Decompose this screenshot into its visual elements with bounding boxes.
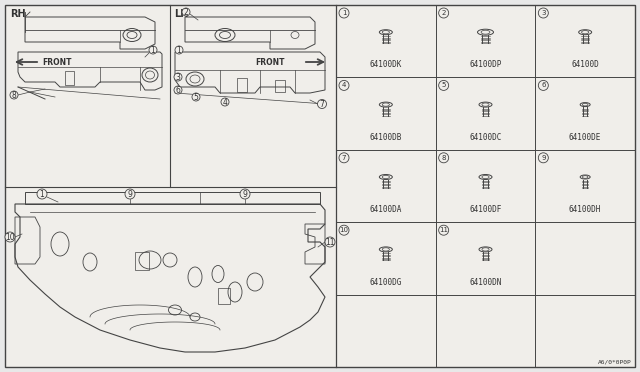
Ellipse shape — [380, 174, 392, 180]
Circle shape — [174, 86, 182, 94]
Ellipse shape — [580, 103, 590, 107]
Text: 6: 6 — [541, 83, 545, 89]
Text: 64100DP: 64100DP — [469, 60, 502, 70]
Text: 64100DF: 64100DF — [469, 205, 502, 214]
Circle shape — [149, 46, 157, 54]
Circle shape — [339, 8, 349, 18]
Bar — [135, 252, 149, 270]
Text: 1: 1 — [177, 45, 181, 55]
Text: 7: 7 — [342, 155, 346, 161]
Bar — [237, 78, 247, 92]
Ellipse shape — [380, 30, 392, 35]
Ellipse shape — [479, 102, 492, 107]
Circle shape — [175, 46, 183, 54]
Circle shape — [339, 225, 349, 235]
Circle shape — [125, 189, 135, 199]
Text: 64100DA: 64100DA — [370, 205, 402, 214]
Text: 64100DE: 64100DE — [569, 133, 602, 142]
Text: 10: 10 — [5, 232, 15, 241]
Circle shape — [339, 153, 349, 163]
Text: 3: 3 — [541, 10, 545, 16]
Circle shape — [438, 225, 449, 235]
Text: 64100DC: 64100DC — [469, 133, 502, 142]
Circle shape — [325, 237, 335, 247]
Text: 4: 4 — [342, 83, 346, 89]
Text: FRONT: FRONT — [255, 58, 285, 67]
Circle shape — [538, 153, 548, 163]
Circle shape — [182, 8, 190, 16]
Text: 1: 1 — [342, 10, 346, 16]
Ellipse shape — [579, 30, 591, 35]
Ellipse shape — [580, 175, 590, 179]
Text: 11: 11 — [439, 227, 448, 233]
Bar — [25, 192, 320, 204]
Circle shape — [438, 8, 449, 18]
Text: 5: 5 — [442, 83, 446, 89]
Circle shape — [5, 232, 15, 242]
Text: 5: 5 — [193, 93, 198, 102]
Bar — [218, 288, 230, 304]
Text: 9: 9 — [127, 189, 132, 199]
Ellipse shape — [380, 102, 392, 107]
Text: 64100DH: 64100DH — [569, 205, 602, 214]
Circle shape — [339, 80, 349, 90]
Circle shape — [317, 99, 326, 109]
Text: RH: RH — [10, 9, 26, 19]
Text: 3: 3 — [175, 73, 180, 81]
Text: 64100DK: 64100DK — [370, 60, 402, 70]
Text: FRONT: FRONT — [42, 58, 72, 67]
Text: 9: 9 — [243, 189, 248, 199]
Bar — [65, 71, 74, 85]
Circle shape — [10, 91, 18, 99]
Circle shape — [538, 80, 548, 90]
Text: 64100DB: 64100DB — [370, 133, 402, 142]
Text: 10: 10 — [339, 227, 349, 233]
Circle shape — [438, 80, 449, 90]
Text: 1: 1 — [150, 45, 156, 55]
Text: A6/0*0P0P: A6/0*0P0P — [598, 360, 632, 365]
Bar — [275, 80, 285, 92]
Circle shape — [438, 153, 449, 163]
Text: 6: 6 — [175, 86, 180, 94]
Text: 2: 2 — [184, 7, 188, 16]
Text: 64100D: 64100D — [572, 60, 599, 70]
Text: 2: 2 — [442, 10, 446, 16]
Text: 64100DN: 64100DN — [469, 278, 502, 286]
Text: 8: 8 — [442, 155, 446, 161]
Ellipse shape — [479, 247, 492, 252]
Ellipse shape — [477, 29, 493, 35]
Circle shape — [37, 189, 47, 199]
Text: 4: 4 — [223, 97, 227, 106]
Text: 9: 9 — [541, 155, 545, 161]
Text: 8: 8 — [12, 90, 17, 99]
Circle shape — [174, 73, 182, 81]
Ellipse shape — [380, 247, 392, 252]
Circle shape — [192, 93, 200, 101]
Text: 7: 7 — [319, 99, 324, 109]
Text: LH: LH — [174, 9, 188, 19]
Circle shape — [240, 189, 250, 199]
Circle shape — [538, 8, 548, 18]
Text: 64100DG: 64100DG — [370, 278, 402, 286]
Circle shape — [221, 98, 229, 106]
Text: 11: 11 — [325, 237, 335, 247]
Ellipse shape — [479, 174, 492, 180]
Text: 1: 1 — [40, 189, 44, 199]
